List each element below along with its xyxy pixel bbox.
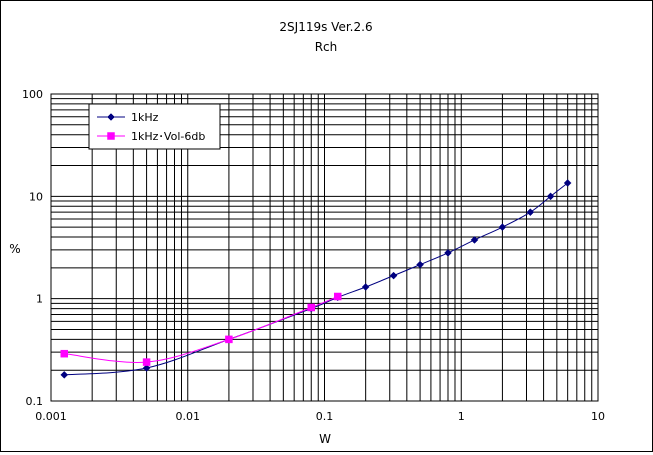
legend: 1kHz 1kHz･Vol-6db xyxy=(88,103,221,150)
y-tick-label: 0.1 xyxy=(26,395,44,408)
x-axis-label: W xyxy=(319,432,331,446)
chart-subtitle: Rch xyxy=(315,40,338,54)
series-1khz-vol-6db xyxy=(60,292,342,366)
y-axis-label: % xyxy=(9,242,20,256)
data-point xyxy=(470,236,479,244)
data-point xyxy=(334,292,342,301)
x-tick-labels: 0.001 0.01 0.1 1 10 xyxy=(35,410,605,423)
data-point xyxy=(307,303,315,312)
legend-label: 1kHz xyxy=(131,111,159,124)
data-point xyxy=(416,260,424,269)
data-point xyxy=(60,349,69,358)
data-point xyxy=(225,335,233,344)
series-group xyxy=(60,179,572,379)
x-tick-label: 1 xyxy=(458,410,465,423)
data-point xyxy=(361,283,370,291)
legend-marker xyxy=(107,113,115,121)
x-tick-label: 10 xyxy=(591,410,605,423)
data-point xyxy=(563,179,572,187)
legend-marker xyxy=(107,132,115,140)
y-tick-labels: 0.1 1 10 100 xyxy=(22,88,43,408)
legend-label: 1kHz･Vol-6db xyxy=(131,130,205,143)
x-tick-label: 0.001 xyxy=(35,410,67,423)
legend-item: 1kHz･Vol-6db xyxy=(97,130,205,143)
y-tick-label: 100 xyxy=(22,88,43,101)
x-tick-label: 0.1 xyxy=(316,410,334,423)
y-tick-label: 10 xyxy=(29,190,43,203)
data-point xyxy=(498,223,507,231)
legend-box xyxy=(88,103,221,150)
data-point xyxy=(546,192,555,201)
data-point xyxy=(389,271,398,280)
data-point xyxy=(526,208,535,217)
chart-title: 2SJ119s Ver.2.6 xyxy=(279,20,372,34)
data-point xyxy=(142,364,151,372)
data-point xyxy=(142,358,151,366)
data-point xyxy=(60,371,69,379)
y-tick-label: 1 xyxy=(36,293,43,306)
data-point xyxy=(444,249,452,257)
x-tick-label: 0.01 xyxy=(176,410,201,423)
legend-item: 1kHz xyxy=(97,111,159,124)
